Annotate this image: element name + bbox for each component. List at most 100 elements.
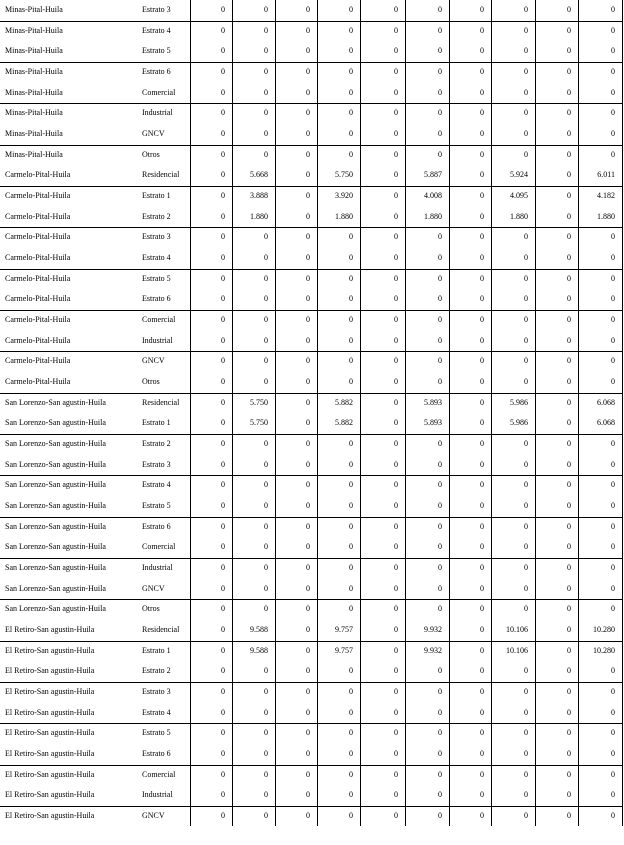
value-cell: 9.932	[424, 625, 442, 635]
value-cell: 9.757	[335, 645, 353, 655]
value-cell: 0	[480, 129, 484, 139]
value-cell: 0	[349, 459, 353, 469]
value-cell: 0	[480, 87, 484, 97]
value-cell: 0	[524, 129, 528, 139]
value-cell: 0	[611, 666, 615, 676]
value-cell: 0	[394, 149, 398, 159]
value-cell: 0	[567, 439, 571, 449]
value-cell: 0	[394, 645, 398, 655]
value-cell: 0	[480, 273, 484, 283]
value-cell: 0	[221, 418, 225, 428]
value-cell: 0	[221, 542, 225, 552]
row-divider	[0, 723, 622, 725]
value-cell: 0	[567, 501, 571, 511]
value-cell: 0	[394, 811, 398, 821]
value-cell: 0	[394, 604, 398, 614]
value-cell: 0	[394, 170, 398, 180]
value-cell: 0	[480, 625, 484, 635]
value-cell: 0	[480, 211, 484, 221]
value-cell: 0	[480, 707, 484, 717]
value-cell: 0	[438, 439, 442, 449]
row-divider	[0, 392, 622, 394]
value-cell: 0	[264, 294, 268, 304]
value-cell: 0	[221, 666, 225, 676]
value-cell: 0	[306, 439, 310, 449]
value-cell: 0	[524, 687, 528, 697]
value-cell: 3.920	[335, 191, 353, 201]
site-name: Carmelo-Pital-Huila	[5, 356, 71, 366]
category: Otros	[142, 377, 160, 387]
value-cell: 0	[394, 625, 398, 635]
value-cell: 0	[524, 439, 528, 449]
value-cell: 10.106	[506, 645, 528, 655]
value-cell: 0	[480, 108, 484, 118]
value-cell: 0	[480, 294, 484, 304]
category: Estrato 6	[142, 294, 171, 304]
site-name: Minas-Pital-Huila	[5, 149, 63, 159]
row-divider	[0, 475, 622, 477]
value-cell: 0	[611, 542, 615, 552]
value-cell: 0	[221, 583, 225, 593]
value-cell: 0	[438, 273, 442, 283]
category: Industrial	[142, 108, 173, 118]
value-cell: 0	[524, 46, 528, 56]
value-cell: 0	[567, 356, 571, 366]
value-cell: 0	[349, 769, 353, 779]
value-cell: 0	[567, 191, 571, 201]
value-cell: 0	[264, 356, 268, 366]
value-cell: 0	[524, 377, 528, 387]
value-cell: 0	[438, 25, 442, 35]
value-cell: 0	[264, 25, 268, 35]
value-cell: 0	[524, 563, 528, 573]
value-cell: 0	[349, 790, 353, 800]
value-cell: 0	[264, 335, 268, 345]
value-cell: 0	[611, 563, 615, 573]
value-cell: 0	[480, 790, 484, 800]
value-cell: 0	[306, 583, 310, 593]
value-cell: 0	[394, 211, 398, 221]
value-cell: 0	[567, 480, 571, 490]
value-cell: 0	[306, 563, 310, 573]
value-cell: 0	[264, 728, 268, 738]
value-cell: 0	[221, 377, 225, 387]
value-cell: 0	[264, 459, 268, 469]
value-cell: 0	[221, 191, 225, 201]
value-cell: 0	[611, 811, 615, 821]
column-divider	[232, 0, 233, 826]
column-divider	[405, 0, 406, 826]
value-cell: 5.893	[424, 418, 442, 428]
value-cell: 0	[438, 294, 442, 304]
site-name: Carmelo-Pital-Huila	[5, 253, 71, 263]
category: Industrial	[142, 335, 173, 345]
value-cell: 0	[524, 583, 528, 593]
row-divider	[0, 310, 622, 312]
value-cell: 0	[567, 397, 571, 407]
value-cell: 0	[611, 769, 615, 779]
site-name: El Retiro-San agustin-Huila	[5, 707, 95, 717]
value-cell: 0	[611, 149, 615, 159]
value-cell: 0	[306, 129, 310, 139]
row-divider	[0, 434, 622, 436]
value-cell: 0	[524, 542, 528, 552]
value-cell: 0	[567, 377, 571, 387]
category: Estrato 3	[142, 687, 171, 697]
value-cell: 0	[349, 707, 353, 717]
value-cell: 0	[306, 273, 310, 283]
category: GNCV	[142, 356, 165, 366]
category: GNCV	[142, 811, 165, 821]
value-cell: 0	[611, 707, 615, 717]
value-cell: 0	[264, 769, 268, 779]
value-cell: 0	[567, 87, 571, 97]
value-cell: 0	[394, 459, 398, 469]
value-cell: 0	[524, 25, 528, 35]
value-cell: 0	[567, 625, 571, 635]
value-cell: 0	[306, 25, 310, 35]
value-cell: 0	[567, 129, 571, 139]
value-cell: 0	[480, 459, 484, 469]
value-cell: 0	[394, 790, 398, 800]
value-cell: 0	[306, 253, 310, 263]
value-cell: 0	[480, 501, 484, 511]
value-cell: 0	[349, 315, 353, 325]
value-cell: 0	[394, 232, 398, 242]
value-cell: 0	[394, 253, 398, 263]
